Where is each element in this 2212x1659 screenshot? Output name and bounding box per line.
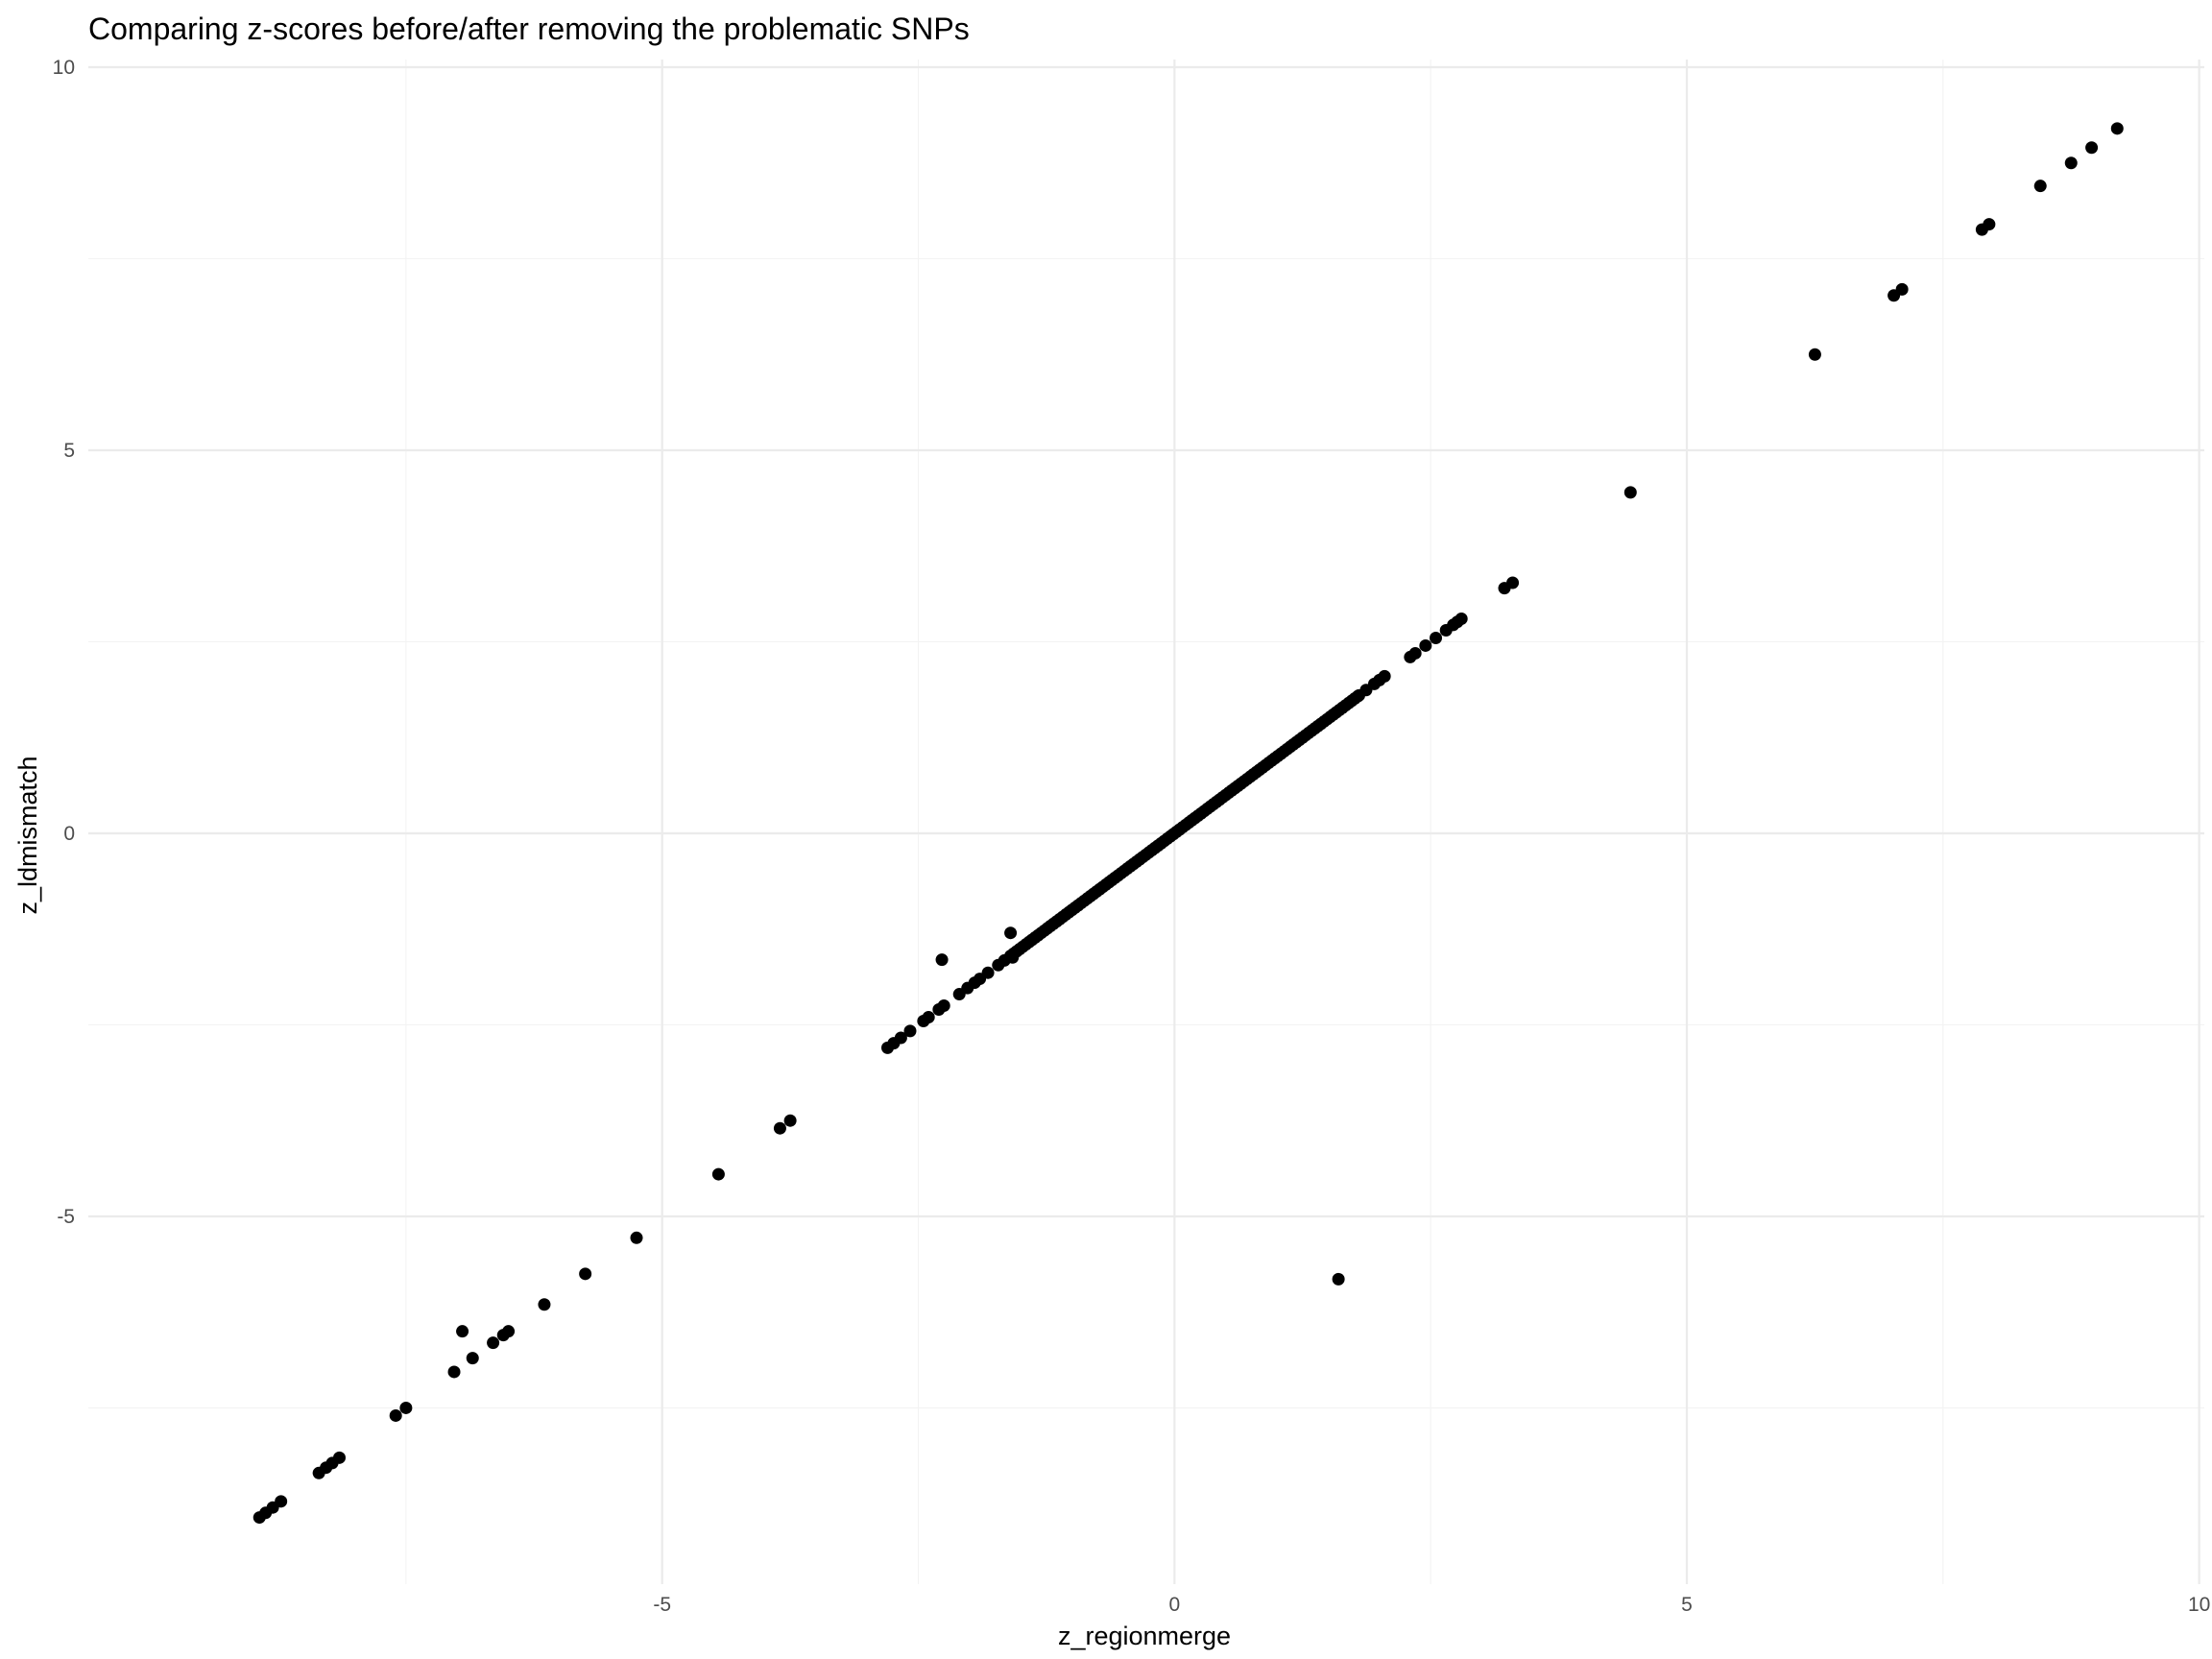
data-point: [1498, 582, 1511, 595]
data-point: [1439, 624, 1453, 637]
data-point: [1332, 1272, 1345, 1286]
data-point: [894, 1031, 907, 1045]
data-point: [937, 999, 950, 1013]
x-tick-label: 10: [2188, 1594, 2210, 1616]
data-point: [1004, 926, 1018, 940]
data-point: [773, 1121, 786, 1135]
grid-lines: [88, 60, 2204, 1584]
data-point: [1887, 289, 1901, 302]
data-point: [1352, 688, 1365, 702]
y-axis-title: z_ldmismatch: [13, 756, 42, 914]
x-tick-label: 0: [1169, 1594, 1181, 1616]
data-point: [1006, 950, 1020, 964]
data-point: [783, 1114, 797, 1127]
data-point: [630, 1231, 643, 1244]
data-points: [252, 122, 2124, 1525]
data-point: [538, 1298, 551, 1311]
chart-title: Comparing z-scores before/after removing…: [88, 12, 970, 46]
data-point: [922, 1010, 935, 1023]
x-axis-ticks: -5 0 5 10: [653, 1594, 2210, 1616]
data-point: [252, 1511, 266, 1525]
data-point: [487, 1336, 500, 1350]
data-point: [711, 1167, 725, 1181]
data-point: [579, 1267, 592, 1281]
y-tick-label: 10: [53, 57, 75, 79]
data-point: [466, 1352, 479, 1365]
y-tick-label: 0: [63, 823, 75, 845]
data-point: [2110, 122, 2124, 135]
data-point: [456, 1325, 469, 1338]
data-point: [1975, 223, 1988, 236]
data-point: [447, 1365, 461, 1379]
data-point: [903, 1024, 917, 1038]
x-axis-title: z_regionmerge: [1058, 1622, 1231, 1650]
data-point: [312, 1466, 325, 1479]
data-point: [1419, 638, 1432, 652]
data-point: [935, 953, 949, 967]
x-tick-label: 5: [1681, 1594, 1693, 1616]
data-point: [2085, 141, 2099, 155]
data-point: [1430, 631, 1443, 644]
data-point: [1404, 650, 1417, 663]
data-point: [1623, 486, 1637, 499]
data-point: [399, 1401, 413, 1414]
data-point: [1808, 348, 1821, 361]
data-point: [2033, 180, 2047, 193]
data-point: [496, 1329, 510, 1342]
y-tick-label: 5: [63, 440, 75, 462]
y-tick-label: -5: [57, 1206, 75, 1228]
x-tick-label: -5: [653, 1594, 671, 1616]
y-axis-ticks: -5 0 5 10: [53, 57, 75, 1228]
data-point: [389, 1408, 402, 1422]
data-point: [981, 966, 995, 979]
data-point: [2064, 156, 2078, 170]
